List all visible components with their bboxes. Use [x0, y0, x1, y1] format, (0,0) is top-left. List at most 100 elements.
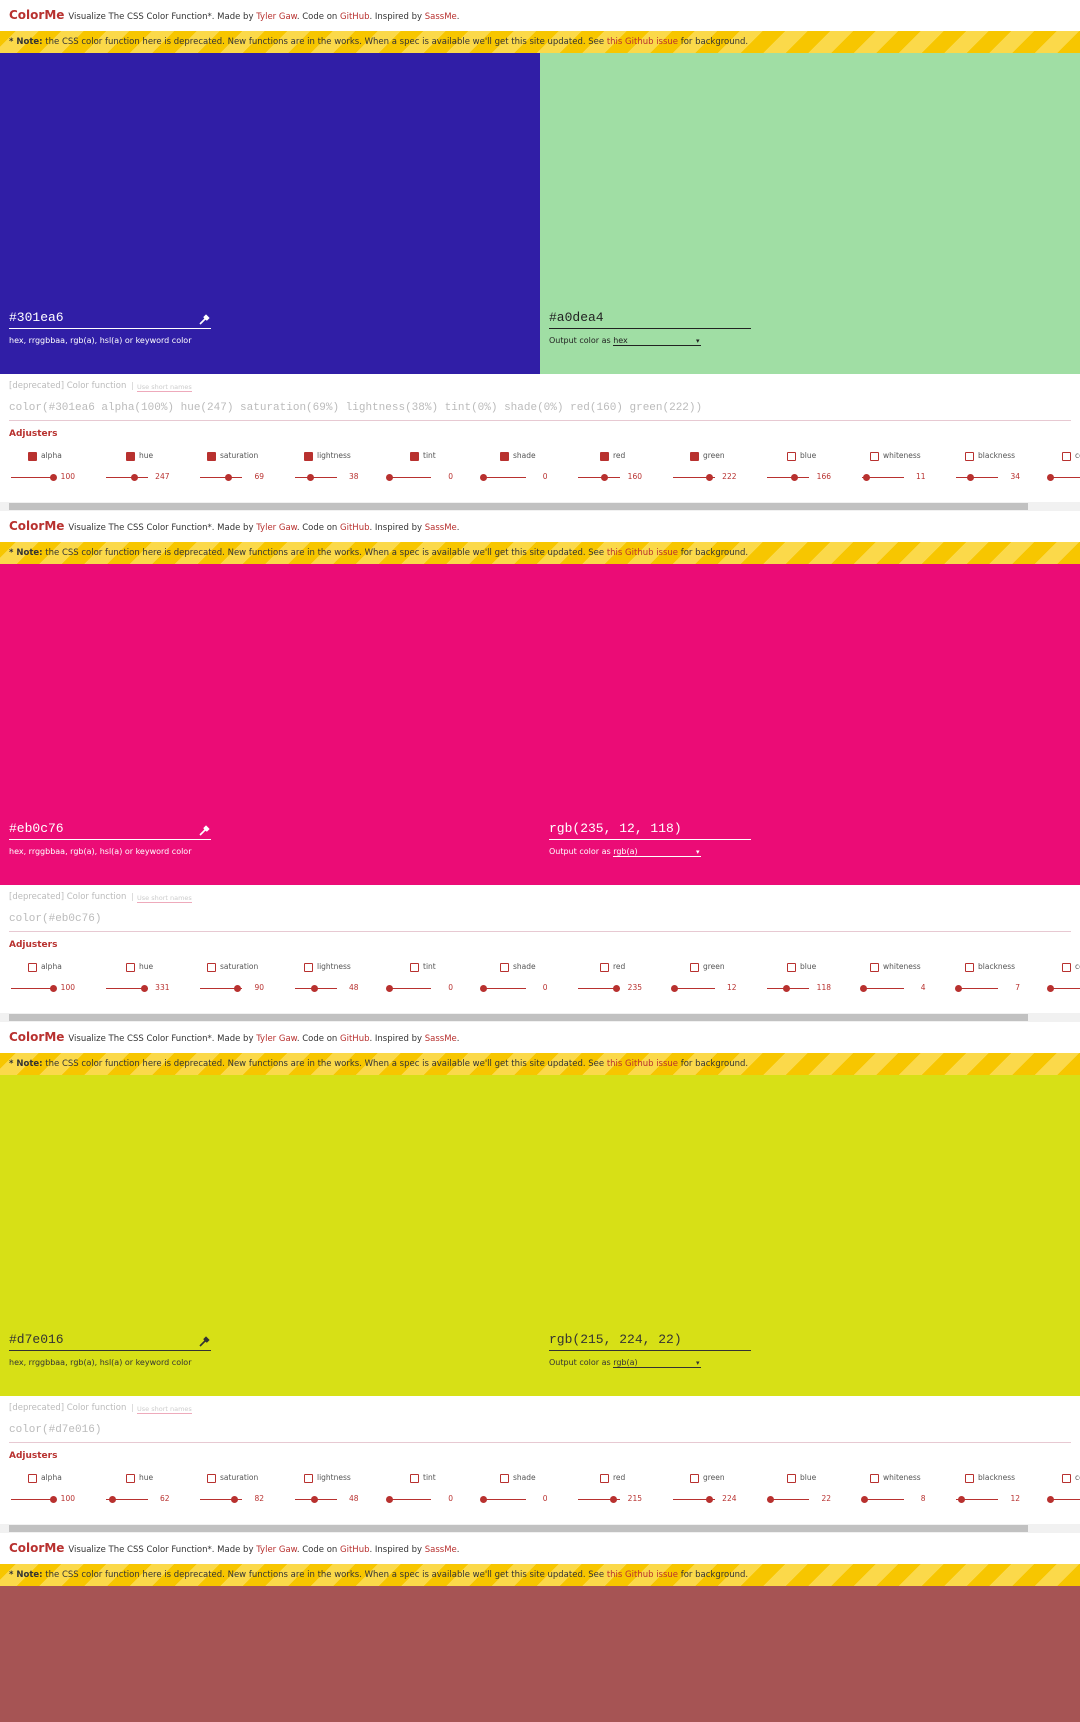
slider-knob[interactable]	[862, 474, 870, 481]
checkbox[interactable]	[690, 451, 699, 461]
sassme-link[interactable]: SassMe	[424, 1034, 457, 1044]
slider-knob[interactable]	[385, 1496, 393, 1503]
checkbox[interactable]	[870, 451, 879, 461]
output-format-select[interactable]: hex	[613, 336, 702, 346]
checkbox[interactable]	[1062, 962, 1071, 972]
slider-knob[interactable]	[859, 985, 867, 992]
github-link[interactable]: GitHub	[340, 523, 370, 533]
issue-link[interactable]: this Github issue	[606, 1059, 679, 1069]
sassme-link[interactable]: SassMe	[424, 12, 457, 22]
slider-knob[interactable]	[49, 474, 57, 481]
sassme-link[interactable]: SassMe	[424, 1545, 457, 1555]
short-names-toggle[interactable]: Use short names	[137, 383, 192, 392]
slider-knob[interactable]	[225, 474, 233, 481]
checkbox[interactable]	[600, 451, 609, 461]
github-link[interactable]: GitHub	[340, 12, 370, 22]
scrollbar-thumb[interactable]	[9, 503, 1028, 510]
slider-knob[interactable]	[1047, 1496, 1054, 1503]
checkbox[interactable]	[965, 962, 974, 972]
output-format-select[interactable]: rgb(a)	[613, 1358, 702, 1368]
slider-knob[interactable]	[861, 1496, 869, 1503]
slider-knob[interactable]	[600, 474, 608, 481]
output-format-select[interactable]: rgb(a)	[613, 847, 702, 857]
slider-knob[interactable]	[1047, 474, 1054, 481]
short-names-toggle[interactable]: Use short names	[137, 894, 192, 903]
slider-knob[interactable]	[613, 985, 621, 992]
slider-knob[interactable]	[957, 1496, 965, 1503]
checkbox[interactable]	[28, 1473, 37, 1483]
checkbox[interactable]	[870, 962, 879, 972]
checkbox[interactable]	[787, 451, 796, 461]
author-link[interactable]: Tyler Gaw	[256, 12, 297, 22]
author-link[interactable]: Tyler Gaw	[256, 523, 297, 533]
checkbox[interactable]	[207, 1473, 216, 1483]
slider-knob[interactable]	[49, 985, 57, 992]
issue-link[interactable]: this Github issue	[606, 37, 679, 47]
issue-link[interactable]: this Github issue	[606, 1570, 679, 1580]
sassme-link[interactable]: SassMe	[424, 523, 457, 533]
checkbox[interactable]	[126, 1473, 135, 1483]
checkbox[interactable]	[1062, 1473, 1071, 1483]
checkbox[interactable]	[410, 962, 419, 972]
checkbox[interactable]	[600, 1473, 609, 1483]
checkbox[interactable]	[410, 451, 419, 461]
checkbox[interactable]	[126, 962, 135, 972]
slider-knob[interactable]	[670, 985, 678, 992]
checkbox[interactable]	[500, 451, 509, 461]
slider-knob[interactable]	[230, 1496, 238, 1503]
slider-knob[interactable]	[311, 985, 319, 992]
checkbox[interactable]	[500, 1473, 509, 1483]
slider-knob[interactable]	[385, 985, 393, 992]
slider-knob[interactable]	[140, 985, 148, 992]
slider-knob[interactable]	[49, 1496, 57, 1503]
checkbox[interactable]	[965, 1473, 974, 1483]
checkbox[interactable]	[1062, 451, 1071, 461]
checkbox[interactable]	[600, 962, 609, 972]
checkbox[interactable]	[965, 451, 974, 461]
slider-knob[interactable]	[234, 985, 242, 992]
author-link[interactable]: Tyler Gaw	[256, 1034, 297, 1044]
checkbox[interactable]	[28, 451, 37, 461]
checkbox[interactable]	[690, 962, 699, 972]
slider-knob[interactable]	[609, 1496, 617, 1503]
checkbox[interactable]	[410, 1473, 419, 1483]
checkbox[interactable]	[304, 962, 313, 972]
color-input[interactable]: #301ea6	[9, 310, 211, 329]
color-input[interactable]: #eb0c76	[9, 821, 211, 840]
checkbox[interactable]	[787, 962, 796, 972]
checkbox[interactable]	[207, 962, 216, 972]
short-names-toggle[interactable]: Use short names	[137, 1405, 192, 1414]
slider-knob[interactable]	[955, 985, 963, 992]
checkbox[interactable]	[207, 451, 216, 461]
slider-knob[interactable]	[480, 474, 487, 481]
slider-knob[interactable]	[782, 985, 790, 992]
github-link[interactable]: GitHub	[340, 1545, 370, 1555]
slider-knob[interactable]	[767, 1496, 775, 1503]
checkbox[interactable]	[500, 962, 509, 972]
slider-knob[interactable]	[306, 474, 314, 481]
slider-knob[interactable]	[790, 474, 798, 481]
checkbox[interactable]	[126, 451, 135, 461]
checkbox[interactable]	[690, 1473, 699, 1483]
checkbox[interactable]	[304, 451, 313, 461]
slider-knob[interactable]	[385, 474, 393, 481]
checkbox[interactable]	[28, 962, 37, 972]
slider-knob[interactable]	[311, 1496, 319, 1503]
slider-knob[interactable]	[109, 1496, 117, 1503]
slider-knob[interactable]	[130, 474, 138, 481]
checkbox[interactable]	[304, 1473, 313, 1483]
github-link[interactable]: GitHub	[340, 1034, 370, 1044]
scrollbar-thumb[interactable]	[9, 1525, 1028, 1532]
color-input[interactable]: #d7e016	[9, 1332, 211, 1351]
issue-link[interactable]: this Github issue	[606, 548, 679, 558]
slider-knob[interactable]	[480, 1496, 487, 1503]
scrollbar-thumb[interactable]	[9, 1014, 1028, 1021]
author-link[interactable]: Tyler Gaw	[256, 1545, 297, 1555]
checkbox[interactable]	[870, 1473, 879, 1483]
slider-knob[interactable]	[705, 1496, 713, 1503]
slider-knob[interactable]	[480, 985, 487, 992]
slider-knob[interactable]	[705, 474, 713, 481]
checkbox[interactable]	[787, 1473, 796, 1483]
slider-knob[interactable]	[1047, 985, 1054, 992]
slider-knob[interactable]	[966, 474, 974, 481]
